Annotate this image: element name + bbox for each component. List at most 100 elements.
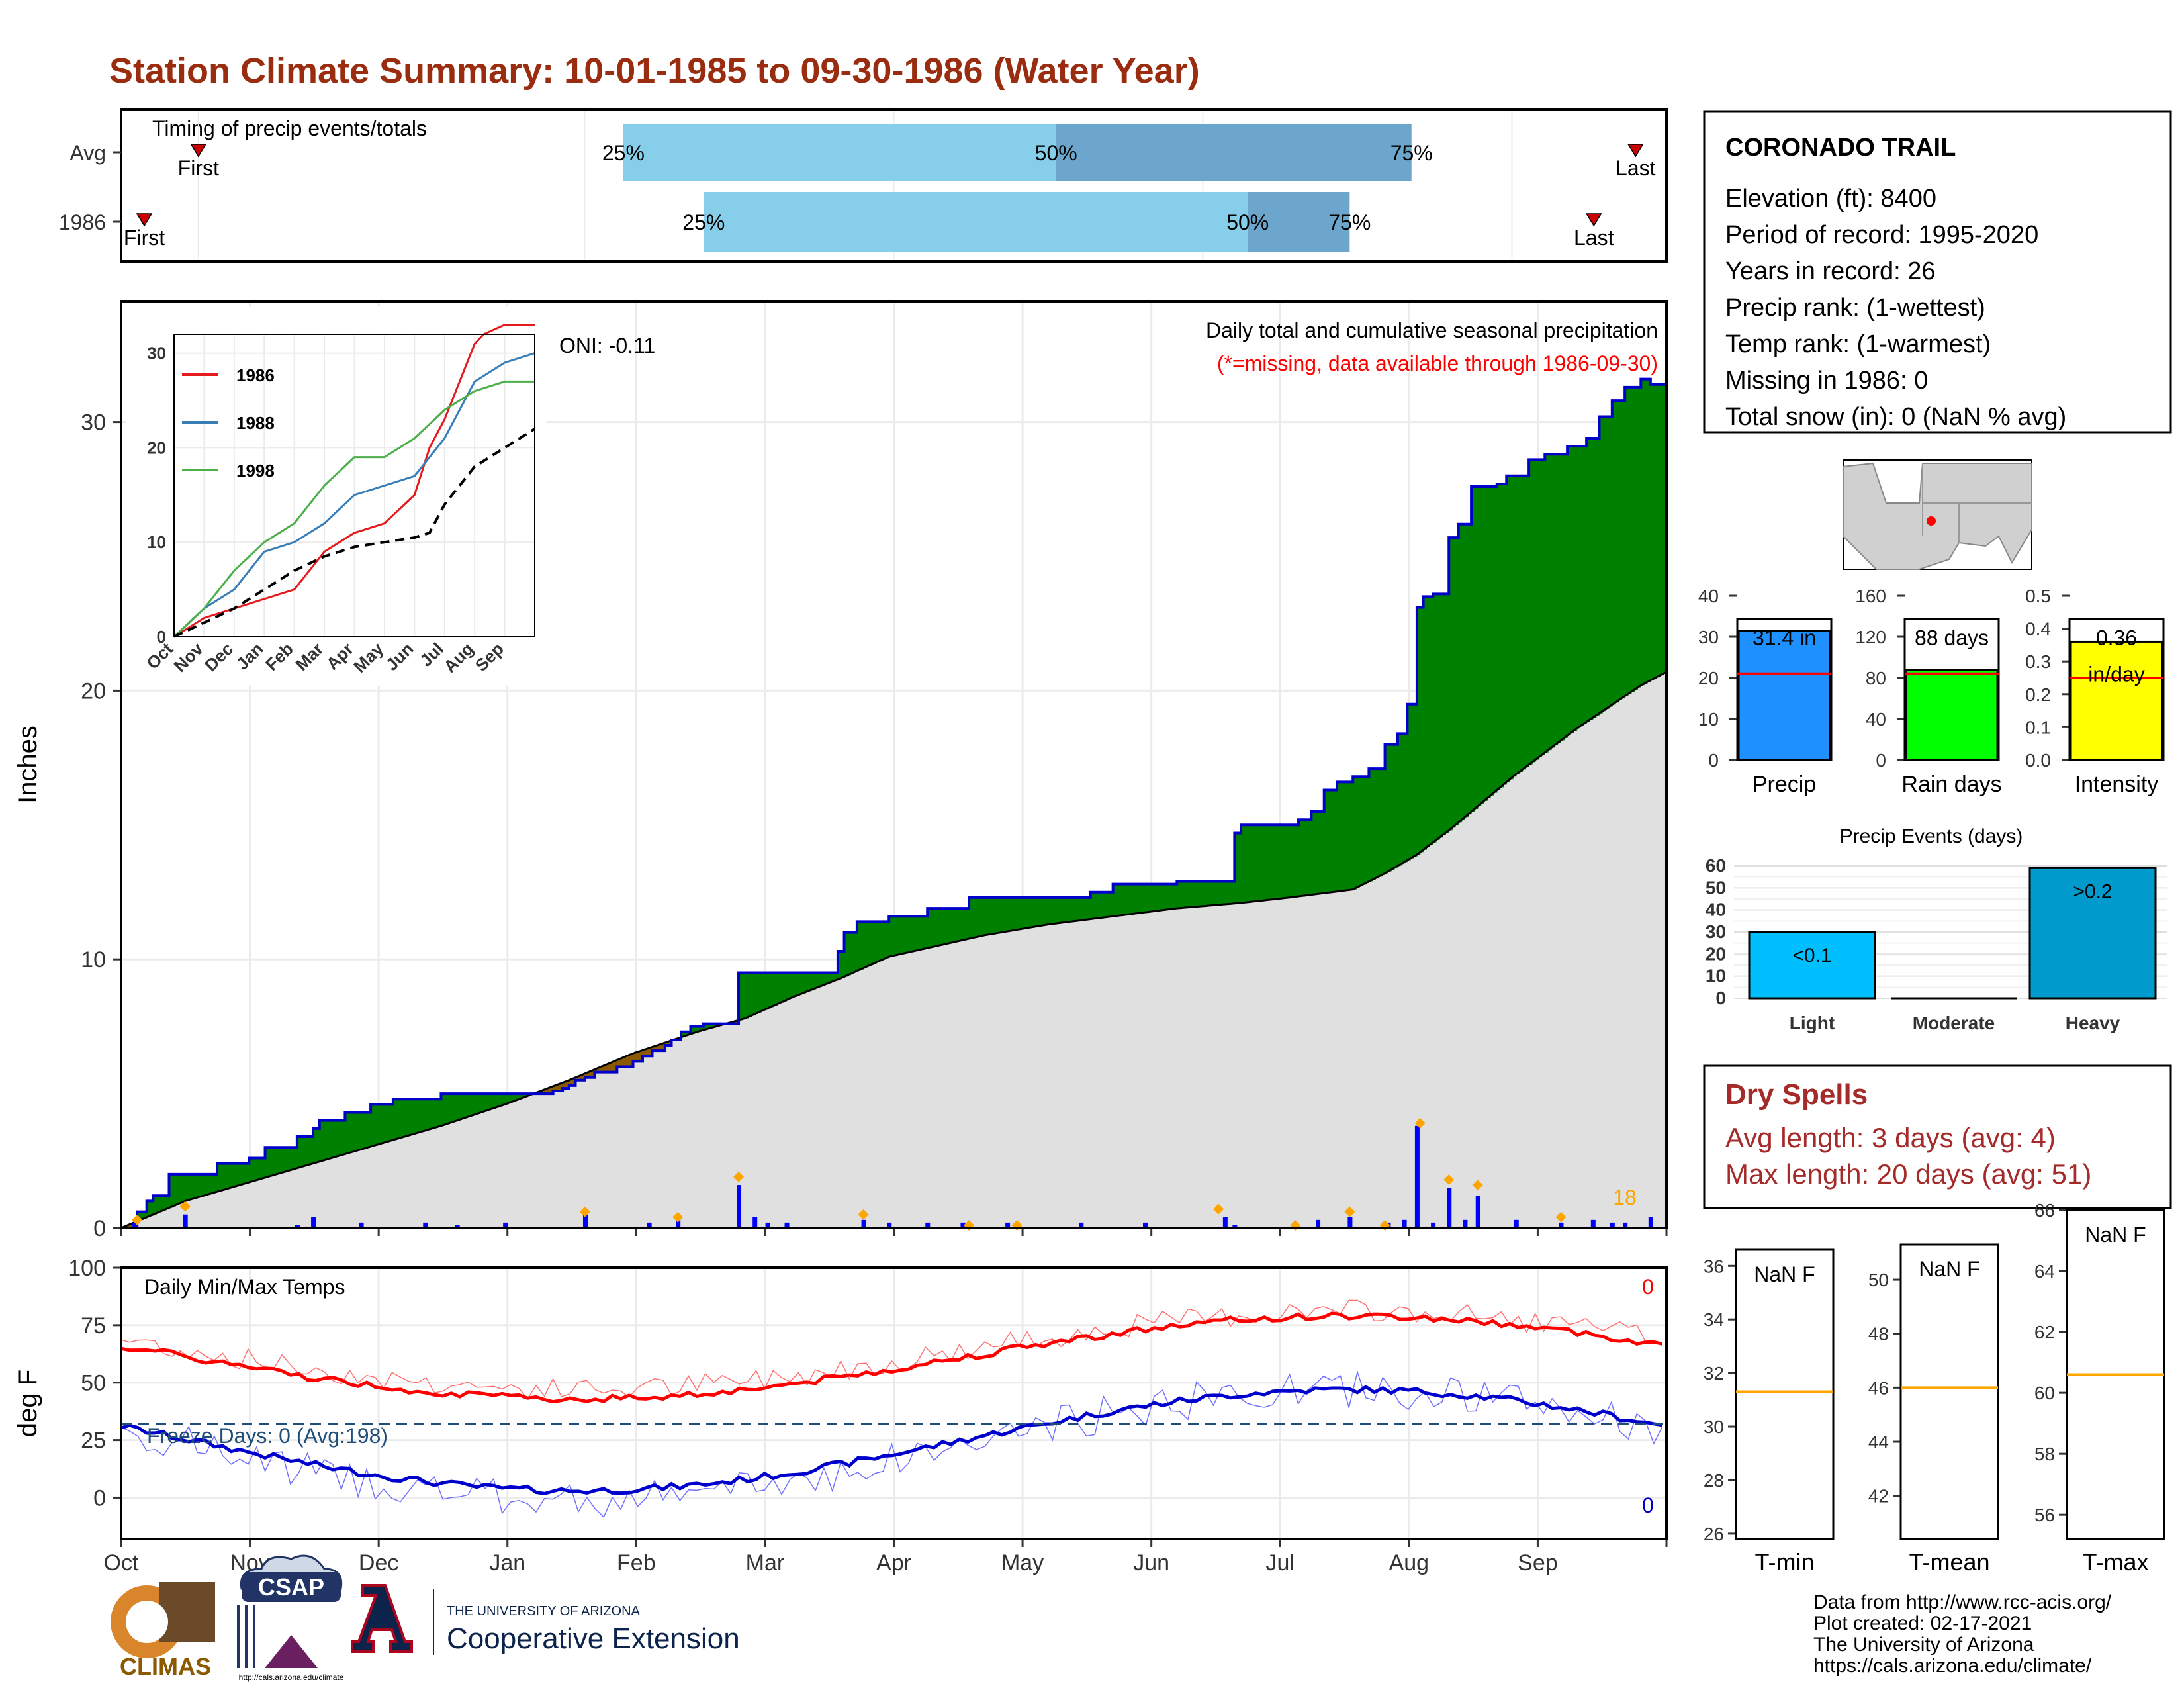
- precip-diff-band: [1346, 782, 1350, 890]
- heavy-event-marker: [579, 1206, 590, 1217]
- precip-diff-band: [946, 908, 950, 944]
- precip-diff-band: [623, 1057, 627, 1067]
- precip-diff-band: [1029, 897, 1034, 928]
- inset-legend-label: 1988: [236, 413, 275, 433]
- daily-precip-bar: [784, 1222, 790, 1228]
- daily-precip-bar: [132, 1222, 137, 1228]
- daily-precip-bar: [1431, 1222, 1436, 1228]
- precip-diff-band: [1087, 897, 1091, 920]
- precip-diff-band: [322, 1120, 326, 1161]
- precip-ytick-label: 30: [81, 410, 106, 436]
- precip-diff-band: [1465, 524, 1469, 818]
- precip-diff-band: [780, 972, 784, 1003]
- corner-value: 18: [1613, 1186, 1637, 1209]
- precip-diff-band: [1148, 884, 1152, 912]
- precip-diff-band: [943, 908, 947, 945]
- heavy-event-marker: [132, 1214, 143, 1225]
- timing-p50-label: 50%: [1226, 211, 1269, 234]
- precip-diff-band: [425, 1099, 429, 1131]
- precip-diff-band: [805, 972, 809, 992]
- precip-diff-band: [1362, 776, 1367, 885]
- precip-diff-band: [831, 972, 835, 982]
- precip-diff-band: [1052, 897, 1056, 924]
- precip-diff-band: [584, 1073, 589, 1078]
- precip-diff-band: [1359, 776, 1363, 886]
- tbox-name-label: T-mean: [1909, 1548, 1989, 1575]
- precip-diff-band: [329, 1120, 333, 1159]
- precip-diff-band: [1285, 825, 1290, 898]
- precip-diff-band: [1394, 744, 1398, 868]
- precip-diff-band: [866, 921, 870, 967]
- precip-diff-band: [508, 1094, 512, 1103]
- heavy-event-marker: [1555, 1211, 1567, 1223]
- precip-diff-band: [694, 1026, 698, 1033]
- tbox-frame-1: [1899, 1243, 1999, 1540]
- csap-logo[interactable]: CSAP http://cals.arizona.edu/climate: [237, 1554, 344, 1682]
- precip-diff-band: [799, 972, 803, 995]
- ua-logo[interactable]: THE UNIVERSITY OF ARIZONA Cooperative Ex…: [351, 1584, 740, 1655]
- precip-diff-band: [345, 1112, 349, 1154]
- timing-p50-label: 50%: [1035, 141, 1077, 165]
- summary-name-label: Precip: [1752, 772, 1816, 797]
- dry-spells-box: Dry Spells Avg length: 3 days (avg: 4) M…: [1703, 1064, 2172, 1209]
- precip-title: Daily total and cumulative seasonal prec…: [1206, 318, 1658, 342]
- footer-line-2: Plot created: 02-17-2021: [1813, 1613, 2032, 1634]
- climas-wordmark: CLIMAS: [120, 1653, 211, 1680]
- timing-last-marker: [1627, 144, 1644, 158]
- precip-diff-band: [367, 1112, 371, 1148]
- precip-diff-band: [431, 1099, 435, 1129]
- events-ytick-label: 60: [1706, 855, 1726, 876]
- daily-precip-bar: [1590, 1219, 1596, 1228]
- precip-diff-band: [850, 932, 854, 974]
- precip-diff-band: [713, 1023, 717, 1028]
- daily-precip-bar: [183, 1214, 188, 1228]
- precip-diff-band: [1250, 825, 1254, 902]
- summary-ytick-label: 0.1: [2025, 717, 2051, 737]
- precip-diff-band: [1493, 487, 1498, 793]
- precip-diff-band: [1298, 820, 1302, 897]
- csap-mountain: [265, 1635, 318, 1668]
- precip-diff-band: [1222, 881, 1226, 905]
- daily-precip-bar: [925, 1222, 931, 1228]
- precip-diff-band: [371, 1104, 375, 1147]
- precip-diff-band: [1132, 884, 1136, 914]
- daily-precip-bar: [582, 1214, 588, 1228]
- timing-bar-50-75: [1248, 192, 1350, 252]
- tbox-name-label: T-max: [2082, 1548, 2148, 1575]
- precip-diff-band: [786, 972, 790, 1000]
- precip-diff-band: [1557, 454, 1562, 743]
- precip-diff-band: [748, 972, 752, 1017]
- footer: Data from http://www.rcc-acis.org/ Plot …: [111, 1554, 2112, 1682]
- min-count: 0: [1642, 1493, 1654, 1517]
- precip-diff-band: [1238, 833, 1242, 904]
- precip-diff-band: [927, 908, 931, 949]
- summary-bar-Rain days: [1905, 669, 1999, 761]
- daily-precip-bar: [1347, 1217, 1353, 1228]
- precip-diff-band: [1116, 884, 1120, 916]
- precip-diff-band: [1570, 446, 1574, 733]
- precip-diff-band: [1253, 825, 1257, 902]
- precip-diff-band: [1657, 384, 1661, 677]
- precip-diff-band: [1062, 897, 1066, 923]
- station-frame: [1703, 110, 2172, 434]
- precip-diff-band: [1241, 825, 1245, 903]
- precip-diff-band: [905, 916, 909, 953]
- precip-diff-band: [1545, 454, 1549, 753]
- precip-diff-band: [392, 1099, 397, 1141]
- summary-ytick-label: 10: [1698, 709, 1719, 729]
- climas-logo[interactable]: CLIMAS: [111, 1582, 215, 1680]
- temps-xtick-label: Jul: [1266, 1550, 1295, 1575]
- precip-diff-band: [594, 1069, 598, 1072]
- precip-diff-band: [1026, 897, 1030, 929]
- precip-diff-band: [898, 916, 903, 955]
- precip-diff-band: [1340, 782, 1344, 892]
- heavy-event-marker: [1472, 1180, 1483, 1191]
- precip-diff-band: [284, 1147, 288, 1172]
- station-line-1: Period of record: 1995-2020: [1725, 221, 2038, 249]
- precip-diff-band: [447, 1094, 451, 1124]
- tbox-ytick-label: 62: [2034, 1322, 2055, 1342]
- footer-line-3: The University of Arizona: [1813, 1634, 2034, 1656]
- precip-diff-band: [150, 1201, 154, 1216]
- summary-ytick-label: 20: [1698, 668, 1719, 688]
